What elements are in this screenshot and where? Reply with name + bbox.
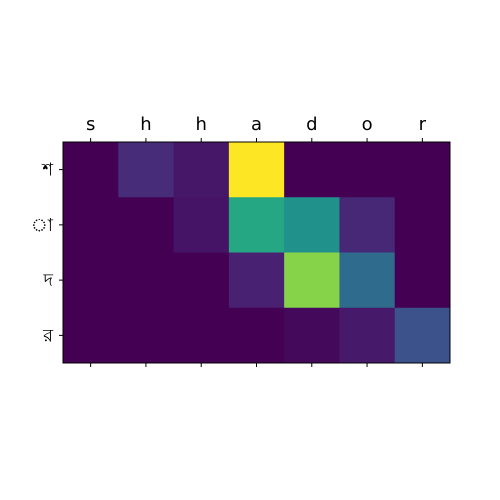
heatmap-cell bbox=[339, 252, 396, 309]
x-tick-label: h bbox=[196, 114, 207, 135]
y-tick-label: র bbox=[42, 325, 54, 346]
heatmap-cell bbox=[63, 197, 119, 253]
heatmap-cell bbox=[173, 142, 230, 198]
heatmap-cell bbox=[118, 307, 175, 364]
heatmap-cell bbox=[118, 142, 175, 198]
heatmap-cell bbox=[173, 252, 230, 309]
heatmap-cell bbox=[394, 307, 451, 364]
heatmap-cell bbox=[394, 197, 451, 253]
x-tick-label: h bbox=[140, 114, 151, 135]
heatmap-cell bbox=[173, 197, 230, 253]
y-tick-label: দ bbox=[43, 270, 54, 291]
heatmap-cell bbox=[63, 142, 119, 198]
x-tick-label: d bbox=[306, 114, 317, 135]
x-tick-label: o bbox=[362, 114, 373, 135]
heatmap-cell bbox=[284, 197, 340, 253]
heatmap-cell bbox=[228, 252, 285, 309]
heatmap-cell bbox=[173, 307, 230, 364]
y-axis-ticks: শা দ র bbox=[31, 160, 63, 346]
heatmap-cell bbox=[394, 252, 451, 309]
heatmap-cell bbox=[339, 142, 396, 198]
y-tick-label: শ bbox=[41, 160, 53, 181]
heatmap-cell bbox=[118, 252, 175, 309]
heatmap-cell bbox=[228, 307, 285, 364]
heatmap-cell bbox=[339, 197, 396, 253]
y-tick-label: া bbox=[31, 215, 54, 236]
x-tick-label: s bbox=[86, 114, 95, 135]
heatmap-cell bbox=[228, 142, 285, 198]
heatmap-cell bbox=[63, 307, 119, 364]
heatmap-cell bbox=[284, 142, 340, 198]
heatmap-cell bbox=[118, 197, 175, 253]
heatmap-cell bbox=[63, 252, 119, 309]
x-tick-label: r bbox=[419, 114, 427, 135]
heatmap-cell bbox=[228, 197, 285, 253]
heatmap-cell bbox=[394, 142, 451, 198]
heatmap-cell bbox=[284, 252, 340, 309]
heatmap-cell bbox=[339, 307, 396, 364]
x-tick-label: a bbox=[251, 114, 262, 135]
heatmap-cell bbox=[284, 307, 340, 364]
heatmap-cells bbox=[63, 142, 451, 364]
